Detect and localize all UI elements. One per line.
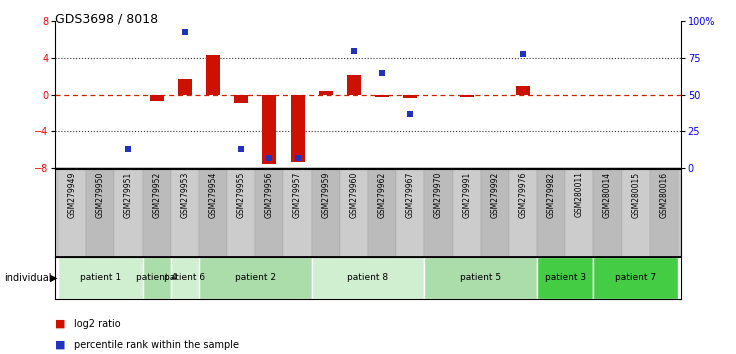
Text: patient 4: patient 4 bbox=[136, 273, 177, 282]
Text: patient 6: patient 6 bbox=[164, 273, 205, 282]
Bar bbox=[178, 79, 192, 95]
Bar bbox=[86, 169, 114, 257]
Text: patient 7: patient 7 bbox=[615, 273, 657, 282]
Text: GSM279970: GSM279970 bbox=[434, 171, 443, 218]
Bar bbox=[593, 169, 622, 257]
Bar bbox=[234, 95, 248, 103]
Text: GSM279950: GSM279950 bbox=[96, 171, 105, 218]
Text: individual: individual bbox=[4, 273, 52, 283]
Text: GDS3698 / 8018: GDS3698 / 8018 bbox=[55, 12, 158, 25]
Text: GSM279955: GSM279955 bbox=[237, 171, 246, 218]
Text: GSM279957: GSM279957 bbox=[293, 171, 302, 218]
Text: GSM279954: GSM279954 bbox=[208, 171, 218, 218]
Text: patient 1: patient 1 bbox=[79, 273, 121, 282]
Text: GSM280011: GSM280011 bbox=[575, 171, 584, 217]
Text: patient 5: patient 5 bbox=[460, 273, 501, 282]
Bar bbox=[565, 169, 593, 257]
Text: ■: ■ bbox=[55, 319, 66, 329]
Bar bbox=[368, 169, 396, 257]
Bar bbox=[622, 169, 650, 257]
Text: GSM280014: GSM280014 bbox=[603, 171, 612, 218]
Text: GSM280015: GSM280015 bbox=[631, 171, 640, 218]
Text: patient 3: patient 3 bbox=[545, 273, 586, 282]
Text: GSM279956: GSM279956 bbox=[265, 171, 274, 218]
Bar bbox=[206, 55, 220, 95]
Bar bbox=[171, 257, 199, 299]
Bar bbox=[593, 257, 678, 299]
Text: GSM280016: GSM280016 bbox=[659, 171, 668, 218]
Text: log2 ratio: log2 ratio bbox=[74, 319, 120, 329]
Text: GSM279951: GSM279951 bbox=[124, 171, 133, 218]
Text: GSM279959: GSM279959 bbox=[321, 171, 330, 218]
Bar bbox=[481, 169, 509, 257]
Text: ▶: ▶ bbox=[50, 273, 57, 283]
Bar bbox=[255, 169, 283, 257]
Text: GSM279949: GSM279949 bbox=[68, 171, 77, 218]
Bar bbox=[262, 95, 277, 164]
Text: GSM279982: GSM279982 bbox=[547, 171, 556, 218]
Text: GSM279962: GSM279962 bbox=[378, 171, 386, 218]
Bar bbox=[171, 169, 199, 257]
Bar bbox=[227, 169, 255, 257]
Text: GSM279967: GSM279967 bbox=[406, 171, 415, 218]
Bar bbox=[319, 91, 333, 95]
Bar bbox=[453, 169, 481, 257]
Bar bbox=[143, 257, 171, 299]
Text: GSM279952: GSM279952 bbox=[152, 171, 161, 218]
Bar bbox=[58, 257, 143, 299]
Text: GSM279960: GSM279960 bbox=[350, 171, 358, 218]
Bar bbox=[143, 169, 171, 257]
Text: patient 2: patient 2 bbox=[235, 273, 276, 282]
Text: GSM279991: GSM279991 bbox=[462, 171, 471, 218]
Bar bbox=[425, 169, 453, 257]
Text: percentile rank within the sample: percentile rank within the sample bbox=[74, 340, 238, 350]
Bar bbox=[199, 169, 227, 257]
Bar bbox=[537, 169, 565, 257]
Bar bbox=[650, 169, 678, 257]
Bar bbox=[58, 169, 86, 257]
Text: GSM279976: GSM279976 bbox=[518, 171, 528, 218]
Bar bbox=[375, 95, 389, 97]
Bar bbox=[396, 169, 425, 257]
Text: patient 8: patient 8 bbox=[347, 273, 389, 282]
Bar bbox=[537, 257, 593, 299]
Bar bbox=[114, 169, 143, 257]
Text: ■: ■ bbox=[55, 340, 66, 350]
Bar bbox=[311, 169, 340, 257]
Bar bbox=[340, 169, 368, 257]
Bar bbox=[283, 169, 311, 257]
Text: GSM279953: GSM279953 bbox=[180, 171, 189, 218]
Bar bbox=[425, 257, 537, 299]
Bar bbox=[149, 95, 163, 101]
Bar bbox=[347, 75, 361, 95]
Bar bbox=[509, 169, 537, 257]
Bar bbox=[291, 95, 305, 162]
Bar bbox=[199, 257, 311, 299]
Bar bbox=[516, 86, 530, 95]
Bar bbox=[459, 95, 474, 97]
Text: GSM279992: GSM279992 bbox=[490, 171, 499, 218]
Bar bbox=[403, 95, 417, 98]
Bar bbox=[311, 257, 425, 299]
